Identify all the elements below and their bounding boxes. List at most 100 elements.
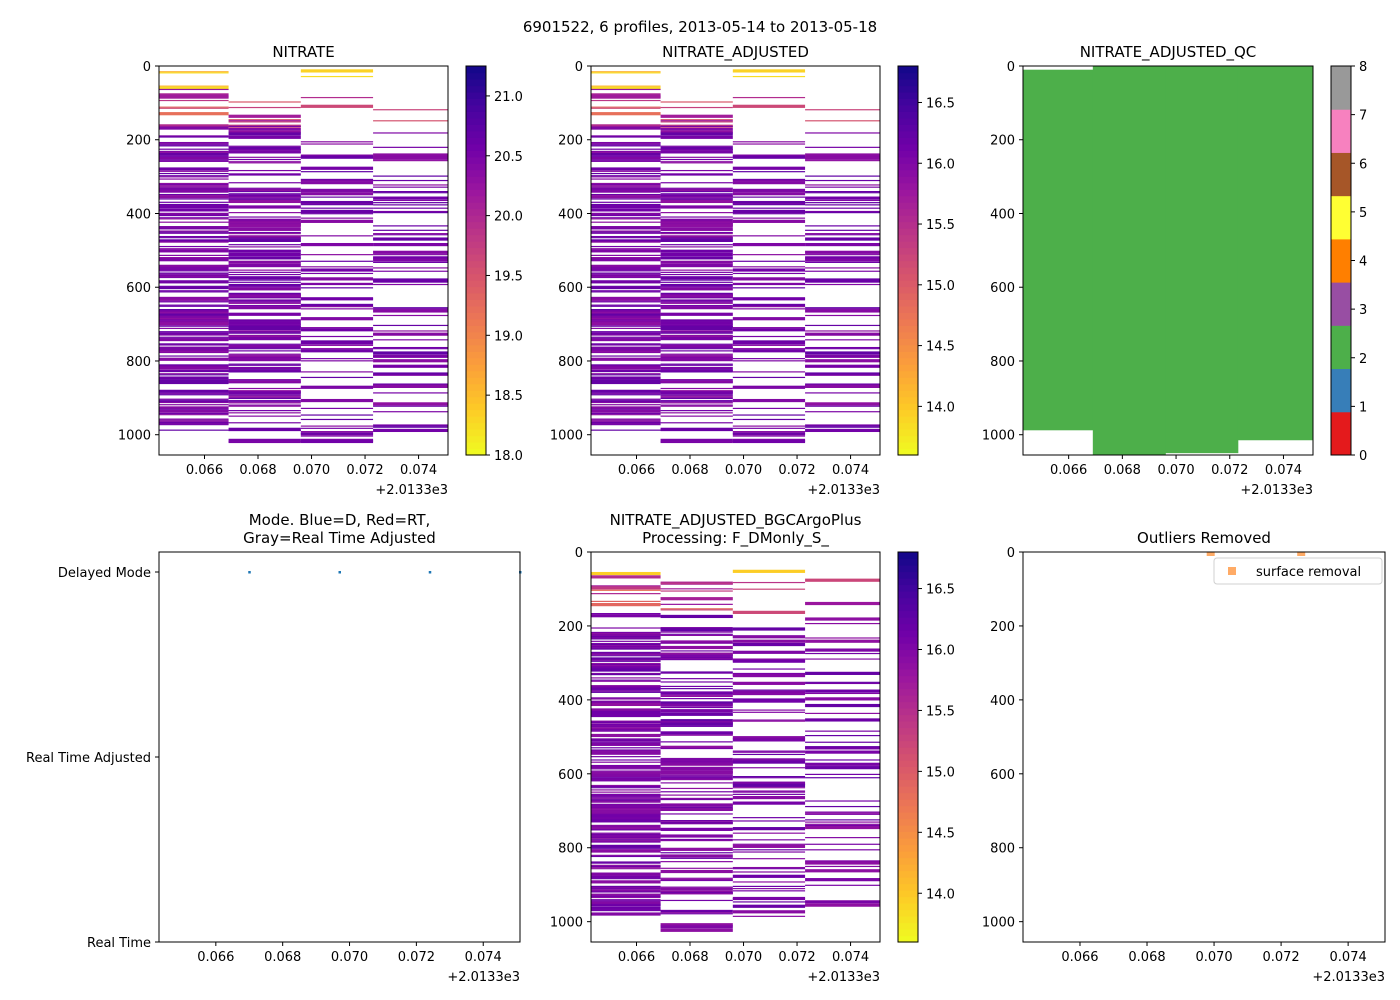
nitrate-profile-1-band [228, 370, 301, 372]
bgcargoplus-profile-3-band [805, 904, 880, 906]
bgcargoplus-profile-1-band [660, 733, 733, 735]
nitrate-profile-3-band [373, 204, 448, 206]
nitrate-colorbar-gradient [466, 331, 486, 339]
nitrate-adjusted-colorbar-gradient [898, 344, 918, 352]
bgcargoplus-profile-0-band [591, 729, 661, 731]
bgcargoplus-profile-3-band [805, 578, 880, 582]
nitrate-adjusted-colorbar-gradient [898, 351, 918, 359]
nitrate-adjusted-profile-2-band [732, 414, 806, 416]
nitrate-adjusted-profile-0-band [591, 185, 661, 187]
nitrate-adjusted-profile-3-band [805, 348, 880, 350]
nitrate-adjusted-colorbar-gradient [898, 429, 918, 437]
nitrate-colorbar-tick-label: 18.5 [494, 389, 523, 404]
nitrate-colorbar-gradient [466, 215, 486, 223]
nitrate-adjusted-profile-0-band [591, 221, 661, 223]
nitrate-adjusted-profile-0-band [591, 245, 661, 248]
nitrate-profile-0-band [159, 338, 229, 341]
nitrate-adjusted-profile-0-band [591, 275, 661, 278]
nitrate-adjusted-profile-0-band [591, 346, 661, 350]
bgcargoplus-profile-0-band [591, 904, 661, 906]
nitrate-profile-3-band [373, 212, 448, 214]
nitrate-adjusted-profile-2-band [732, 283, 806, 286]
bgcargoplus-profile-2-band [732, 610, 806, 614]
bgcargoplus-profile-0-band [591, 807, 661, 809]
nitrate-colorbar-gradient [466, 124, 486, 132]
bgcargoplus-profile-3-band [805, 777, 880, 779]
nitrate-adjusted-profile-3-band [805, 202, 880, 204]
nitrate-adjusted-profile-0-band [591, 144, 661, 146]
nitrate-profile-2-band [300, 212, 374, 214]
bgcargoplus-profile-2-band [732, 693, 806, 696]
nitrate-profile-0-band [159, 144, 229, 146]
nitrate-colorbar-gradient [466, 176, 486, 184]
nitrate-adjusted-profile-1-band [660, 260, 733, 264]
nitrate-adjusted-profile-0-band [591, 343, 661, 345]
nitrate-profile-2-band [300, 69, 374, 73]
bgcargoplus-profile-1-band [660, 910, 733, 913]
bgcargoplus-profile-3-band [805, 843, 880, 845]
nitrate-adjusted-profile-3-band [805, 153, 880, 157]
bgcargoplus-profile-0-band [591, 747, 661, 749]
nitrate-adjusted-profile-1-band [660, 227, 733, 231]
bgcargoplus-colorbar-gradient [898, 916, 918, 924]
nitrate-profile-2-band [300, 298, 374, 300]
mode-point [428, 571, 432, 574]
outliers-legend: surface removal [1213, 557, 1383, 585]
nitrate-profile-0-band [159, 287, 229, 290]
nitrate-adjusted-profile-2-band [732, 213, 806, 215]
bgcargoplus-profile-0-band [591, 880, 661, 884]
bgcargoplus-profile-0-band [591, 811, 661, 815]
nitrate-adjusted-profile-0-band [591, 344, 661, 346]
bgcargoplus-profile-0-band [591, 809, 661, 811]
nitrate-adjusted-profile-3-band [805, 392, 880, 394]
nitrate-adjusted-xtick-label: 0.066 [618, 463, 655, 478]
bgcargoplus-profile-1-band [660, 614, 733, 619]
nitrate-adjusted-profile-0-band [591, 155, 661, 157]
nitrate-adjusted-colorbar-gradient [898, 254, 918, 262]
nitrate-adjusted-profile-1-band [660, 237, 733, 239]
bgcargoplus-profile-2-band [732, 885, 806, 888]
bgcargoplus-profile-0-band [591, 840, 661, 842]
nitrate-adjusted-profile-1-band [660, 189, 733, 192]
bgcargoplus-profile-0-band [591, 585, 661, 587]
bgcargoplus-colorbar-gradient [898, 623, 918, 631]
bgcargoplus-x-offset: +2.0133e3 [807, 970, 880, 985]
nitrate-adjusted-profile-0-band [591, 175, 661, 177]
nitrate-adjusted-profile-1-band [660, 121, 733, 123]
nitrate-adjusted-qc-colorbar-segment [1331, 411, 1351, 456]
nitrate-adjusted-colorbar-gradient [898, 442, 918, 450]
nitrate-profile-0-band [159, 344, 229, 346]
nitrate-adjusted-profile-0-band [591, 393, 661, 395]
nitrate-profile-1-band [228, 401, 301, 403]
outliers-xtick-label: 0.074 [1330, 950, 1367, 965]
nitrate-profile-0-band [159, 88, 229, 91]
nitrate-adjusted-colorbar-gradient [898, 78, 918, 87]
nitrate-adjusted-profile-0-band [591, 286, 661, 289]
nitrate-profile-2-band [300, 327, 374, 329]
nitrate-colorbar-gradient [466, 370, 486, 378]
mode-category-label: Delayed Mode [58, 566, 151, 581]
nitrate-adjusted-profile-1-band [660, 152, 733, 154]
nitrate-xtick-label: 0.072 [346, 463, 383, 478]
nitrate-adjusted-profile-1-band [660, 114, 733, 118]
nitrate-profile-0-band [159, 269, 229, 271]
bgcargoplus-profile-0-band [591, 787, 661, 789]
nitrate-adjusted-profile-1-band [660, 198, 733, 200]
nitrate-profile-0-band [159, 175, 229, 177]
bgcargoplus-profile-1-band [660, 734, 733, 736]
nitrate-profile-0-band [159, 193, 229, 196]
bgcargoplus-profile-1-band [660, 834, 733, 838]
nitrate-adjusted-qc-ytick-label: 600 [990, 281, 1015, 296]
nitrate-adjusted-qc-colorbar-segment [1331, 66, 1351, 110]
nitrate-profile-2-band [300, 217, 374, 219]
nitrate-adjusted-profile-1-band [660, 182, 733, 184]
nitrate-profile-3-band [373, 146, 448, 148]
bgcargoplus-profile-2-band [732, 750, 806, 752]
nitrate-title: NITRATE [272, 43, 334, 61]
nitrate-adjusted-colorbar-gradient [898, 403, 918, 411]
bgcargoplus-profile-0-band [591, 726, 661, 728]
nitrate-adjusted-profile-0-band [591, 154, 661, 156]
bgcargoplus-profile-2-band [732, 751, 806, 753]
nitrate-profile-3-band [373, 199, 448, 202]
bgcargoplus-profile-3-band [805, 747, 880, 749]
